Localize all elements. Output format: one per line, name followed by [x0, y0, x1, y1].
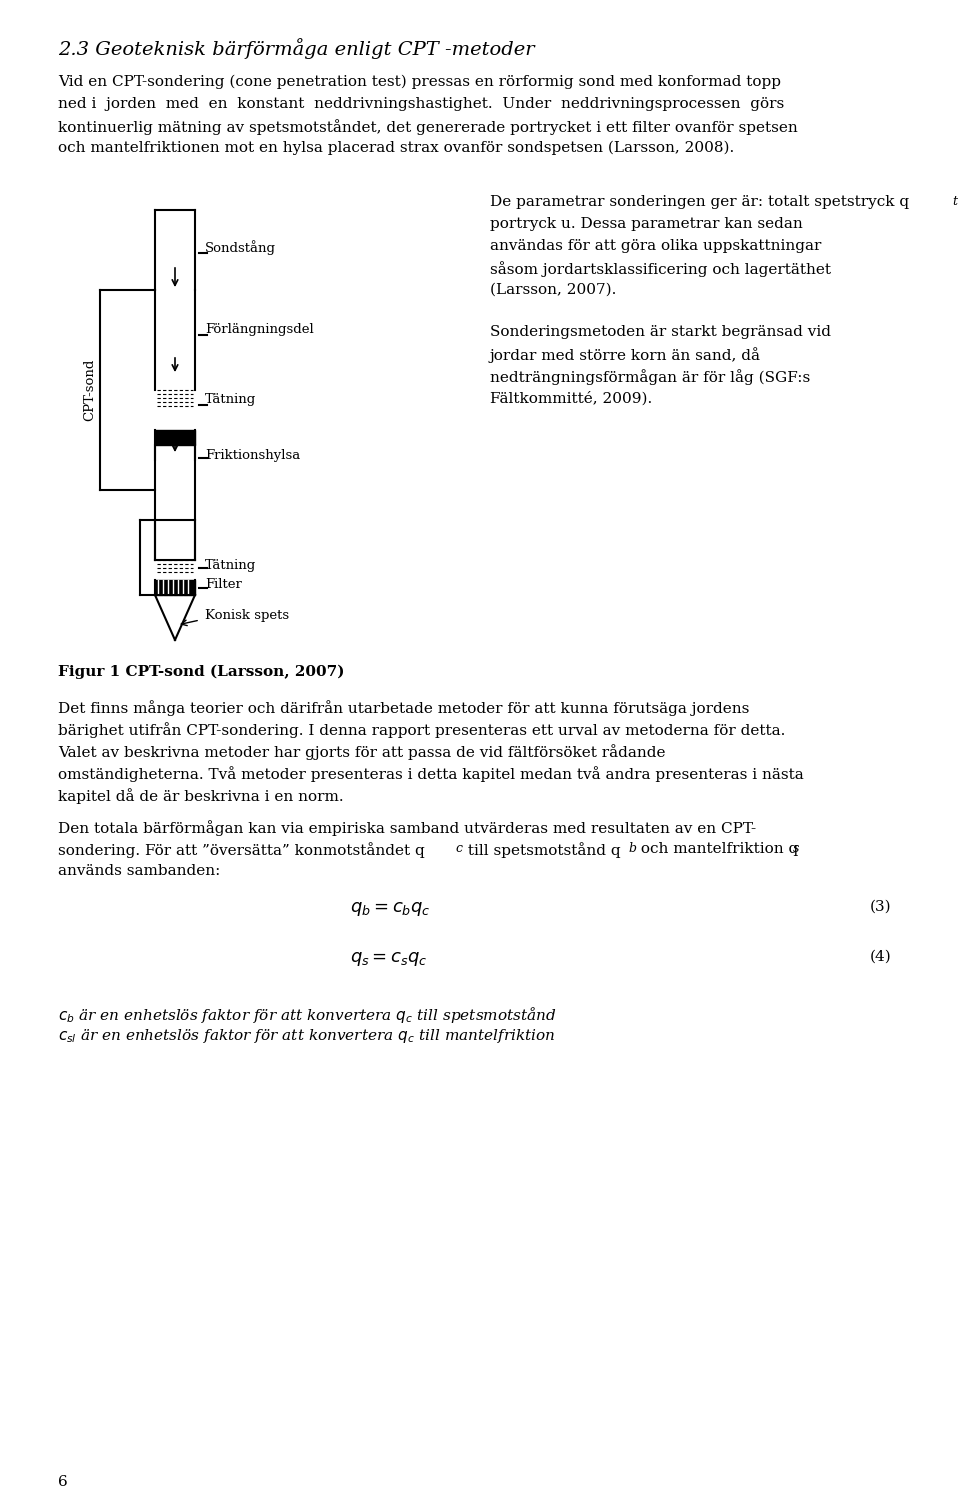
Text: t: t: [952, 195, 957, 208]
Text: kontinuerlig mätning av spetsmotståndet, det genererade portrycket i ett filter : kontinuerlig mätning av spetsmotståndet,…: [58, 119, 798, 134]
Text: 2.3 Geoteknisk bärförmåga enligt CPT -metoder: 2.3 Geoteknisk bärförmåga enligt CPT -me…: [58, 38, 535, 59]
Text: omständigheterna. Två metoder presenteras i detta kapitel medan två andra presen: omständigheterna. Två metoder presentera…: [58, 767, 804, 782]
Text: till spetsmotstånd q: till spetsmotstånd q: [463, 842, 620, 859]
Text: Det finns många teorier och därifrån utarbetade metoder för att kunna förutsäga : Det finns många teorier och därifrån uta…: [58, 700, 750, 715]
Text: Friktionshylsa: Friktionshylsa: [205, 448, 300, 462]
Text: 6: 6: [58, 1474, 68, 1489]
Text: Vid en CPT-sondering (cone penetration test) pressas en rörformig sond med konfo: Vid en CPT-sondering (cone penetration t…: [58, 75, 781, 89]
Text: kapitel då de är beskrivna i en norm.: kapitel då de är beskrivna i en norm.: [58, 788, 344, 804]
Text: $c_{sl}$ är en enhetslös faktor för att konvertera $q_c$ till mantelfriktion: $c_{sl}$ är en enhetslös faktor för att …: [58, 1028, 556, 1046]
Text: $q_s = c_s q_c$: $q_s = c_s q_c$: [350, 951, 428, 967]
Text: portryck u. Dessa parametrar kan sedan: portryck u. Dessa parametrar kan sedan: [490, 217, 803, 231]
Text: jordar med större korn än sand, då: jordar med större korn än sand, då: [490, 347, 761, 362]
Text: $c_b$ är en enhetslös faktor för att konvertera $q_c$ till spetsmotstånd: $c_b$ är en enhetslös faktor för att kon…: [58, 1005, 557, 1025]
Text: (3): (3): [870, 899, 892, 914]
Text: ned i  jorden  med  en  konstant  neddrivningshastighet.  Under  neddrivningspro: ned i jorden med en konstant neddrivning…: [58, 97, 784, 112]
Text: Tätning: Tätning: [205, 558, 256, 572]
Text: b: b: [628, 842, 636, 856]
Text: och mantelfriktion q: och mantelfriktion q: [636, 842, 799, 856]
Text: (Larsson, 2007).: (Larsson, 2007).: [490, 284, 616, 297]
Text: Den totala bärförmågan kan via empiriska samband utvärderas med resultaten av en: Den totala bärförmågan kan via empiriska…: [58, 819, 756, 836]
Text: Filter: Filter: [205, 578, 242, 592]
Text: sondering. För att ”översätta” konmotståndet q: sondering. För att ”översätta” konmotstå…: [58, 842, 424, 859]
Text: Figur 1 CPT-sond (Larsson, 2007): Figur 1 CPT-sond (Larsson, 2007): [58, 665, 345, 679]
Text: Valet av beskrivna metoder har gjorts för att passa de vid fältförsöket rådande: Valet av beskrivna metoder har gjorts fö…: [58, 744, 665, 761]
Text: och mantelfriktionen mot en hylsa placerad strax ovanför sondspetsen (Larsson, 2: och mantelfriktionen mot en hylsa placer…: [58, 140, 734, 155]
Text: (4): (4): [870, 951, 892, 964]
Text: s: s: [793, 842, 800, 856]
Text: såsom jordartsklassificering och lagertäthet: såsom jordartsklassificering och lagertä…: [490, 261, 831, 276]
Text: De parametrar sonderingen ger är: totalt spetstryck q: De parametrar sonderingen ger är: totalt…: [490, 195, 909, 210]
Text: Sondstång: Sondstång: [205, 240, 276, 255]
Text: c: c: [455, 842, 462, 856]
Text: nedträngningsförmågan är för låg (SGF:s: nedträngningsförmågan är för låg (SGF:s: [490, 370, 810, 385]
Text: $q_b = c_b q_c$: $q_b = c_b q_c$: [350, 899, 431, 917]
Text: Fältkommitté, 2009).: Fältkommitté, 2009).: [490, 391, 652, 406]
Text: Förlängningsdel: Förlängningsdel: [205, 323, 314, 337]
Text: användas för att göra olika uppskattningar: användas för att göra olika uppskattning…: [490, 238, 822, 254]
Text: används sambanden:: används sambanden:: [58, 865, 221, 878]
Text: bärighet utifrån CPT-sondering. I denna rapport presenteras ett urval av metoder: bärighet utifrån CPT-sondering. I denna …: [58, 721, 785, 738]
Text: CPT-sond: CPT-sond: [84, 359, 97, 421]
Text: Sonderingsmetoden är starkt begränsad vid: Sonderingsmetoden är starkt begränsad vi…: [490, 324, 831, 340]
Text: Tätning: Tätning: [205, 394, 256, 406]
Text: Konisk spets: Konisk spets: [205, 608, 289, 622]
